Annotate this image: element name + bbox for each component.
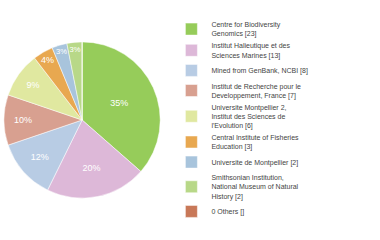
svg-text:Institut de Recherche pour leD: Institut de Recherche pour leDeveloppeme… xyxy=(211,83,301,100)
svg-text:Universite Montpellier 2,Insti: Universite Montpellier 2,Institut des Sc… xyxy=(211,104,286,130)
svg-text:3%: 3% xyxy=(70,45,81,54)
svg-text:Institut Halieutique et desSci: Institut Halieutique et desSciences Mari… xyxy=(211,42,290,59)
svg-text:3%: 3% xyxy=(56,47,67,56)
svg-text:20%: 20% xyxy=(83,163,101,173)
svg-text:35%: 35% xyxy=(110,98,128,108)
svg-text:Smithsonian Institution,Nation: Smithsonian Institution,National Museum … xyxy=(211,174,298,200)
svg-text:12%: 12% xyxy=(31,152,49,162)
svg-text:10%: 10% xyxy=(14,115,32,125)
svg-text:Universite de Montpellier [2]: Universite de Montpellier [2] xyxy=(211,159,298,167)
svg-text:Centre for BiodiversityGenomic: Centre for BiodiversityGenomics [23] xyxy=(211,21,280,38)
svg-text:9%: 9% xyxy=(26,80,39,90)
svg-text:Central Institute of Fisheries: Central Institute of FisheriesEducation … xyxy=(211,134,299,151)
svg-text:0 Others []: 0 Others [] xyxy=(211,208,244,216)
svg-text:4%: 4% xyxy=(41,55,54,65)
svg-text:Mined from GenBank, NCBI [8]: Mined from GenBank, NCBI [8] xyxy=(211,67,308,75)
